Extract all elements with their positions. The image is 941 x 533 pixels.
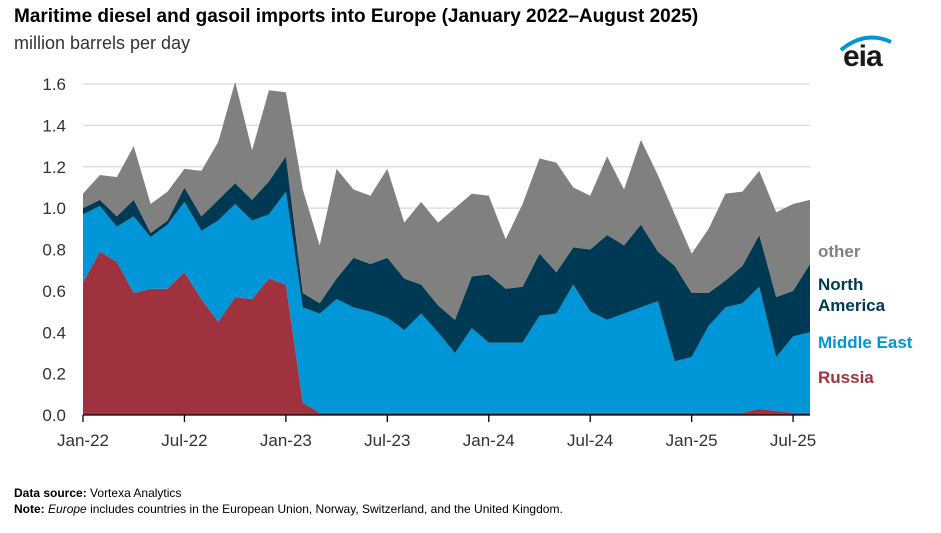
eia-logo-text: eia [843,40,883,73]
data-source-label: Data source: [14,486,87,500]
y-tick-label: 0.0 [42,406,66,425]
y-axis-unit-label: million barrels per day [14,33,191,53]
y-tick-label: 1.4 [42,116,66,135]
eia-logo: eia [835,32,895,76]
y-tick-label: 0.2 [42,365,66,384]
legend-north-america: North America [818,274,885,316]
y-tick-label: 1.2 [42,158,66,177]
x-tick-label: Jan-22 [57,431,109,450]
y-tick-label: 0.6 [42,282,66,301]
x-tick-label: Jan-24 [463,431,515,450]
y-tick-label: 1.6 [42,75,66,94]
x-tick-label: Jan-23 [260,431,312,450]
x-tick-label: Jul-23 [364,431,410,450]
legend-russia: Russia [818,368,874,387]
chart-title: Maritime diesel and gasoil imports into … [14,6,699,27]
x-tick-label: Jul-24 [567,431,613,450]
y-tick-label: 0.8 [42,241,66,260]
data-source-text: Vortexa Analytics [90,486,182,500]
note-europe: Europe [48,502,87,516]
legend-other: other [818,242,861,261]
area-middle-east [83,191,810,413]
x-tick-label: Jul-25 [770,431,816,450]
area-russia [83,251,810,415]
note: Note: Europe includes countries in the E… [14,502,563,516]
x-tick-label: Jan-25 [666,431,718,450]
eia-logo-arc-icon [839,35,892,52]
note-label: Note: [14,502,45,516]
legend-middle-east: Middle East [818,333,913,352]
legend-north-america-line2: America [818,296,886,315]
data-source: Data source: Vortexa Analytics [14,486,181,500]
y-tick-label: 0.4 [42,323,66,342]
x-tick-label: Jul-22 [161,431,207,450]
note-text: includes countries in the European Union… [90,502,563,516]
legend-north-america-line1: North [818,275,864,294]
y-tick-label: 1.0 [42,199,66,218]
area-north-america [83,156,810,362]
area-other [83,81,810,320]
